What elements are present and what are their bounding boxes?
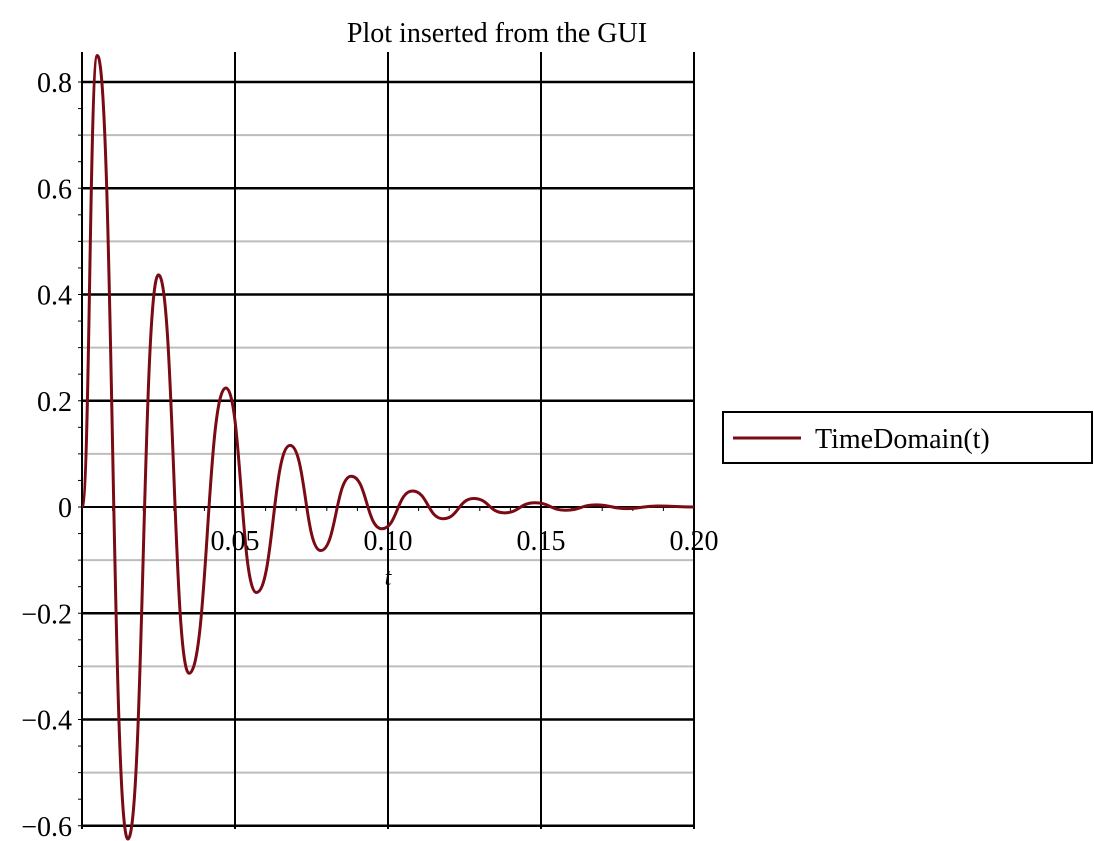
y-tick-label: 0 bbox=[58, 493, 72, 524]
legend: TimeDomain(t) bbox=[722, 411, 1093, 464]
y-tick-label: −0.6 bbox=[21, 812, 72, 841]
x-tick-label: 0.10 bbox=[364, 526, 413, 557]
y-tick-label: 0.4 bbox=[37, 281, 72, 312]
y-tick-label: 0.8 bbox=[37, 68, 72, 99]
y-tick-label: 0.2 bbox=[37, 387, 72, 418]
series-lines bbox=[80, 53, 695, 841]
x-tick-label: 0.15 bbox=[517, 526, 566, 557]
chart-title: Plot inserted from the GUI bbox=[347, 18, 647, 49]
y-tick-label: −0.4 bbox=[21, 706, 72, 737]
x-axis-label: t bbox=[385, 565, 393, 591]
x-tick-label: 0.20 bbox=[670, 526, 719, 557]
y-tick-label: 0.6 bbox=[37, 174, 72, 205]
series-line bbox=[80, 53, 695, 841]
y-tick-label: −0.2 bbox=[21, 599, 72, 630]
grid-lines bbox=[82, 52, 695, 829]
legend-label: TimeDomain(t) bbox=[815, 424, 990, 455]
x-tick-label: 0.05 bbox=[211, 526, 260, 557]
tick-labels: 0.80.60.40.20−0.2−0.4−0.60.05 0.10 0.15 0.2… bbox=[21, 68, 718, 841]
